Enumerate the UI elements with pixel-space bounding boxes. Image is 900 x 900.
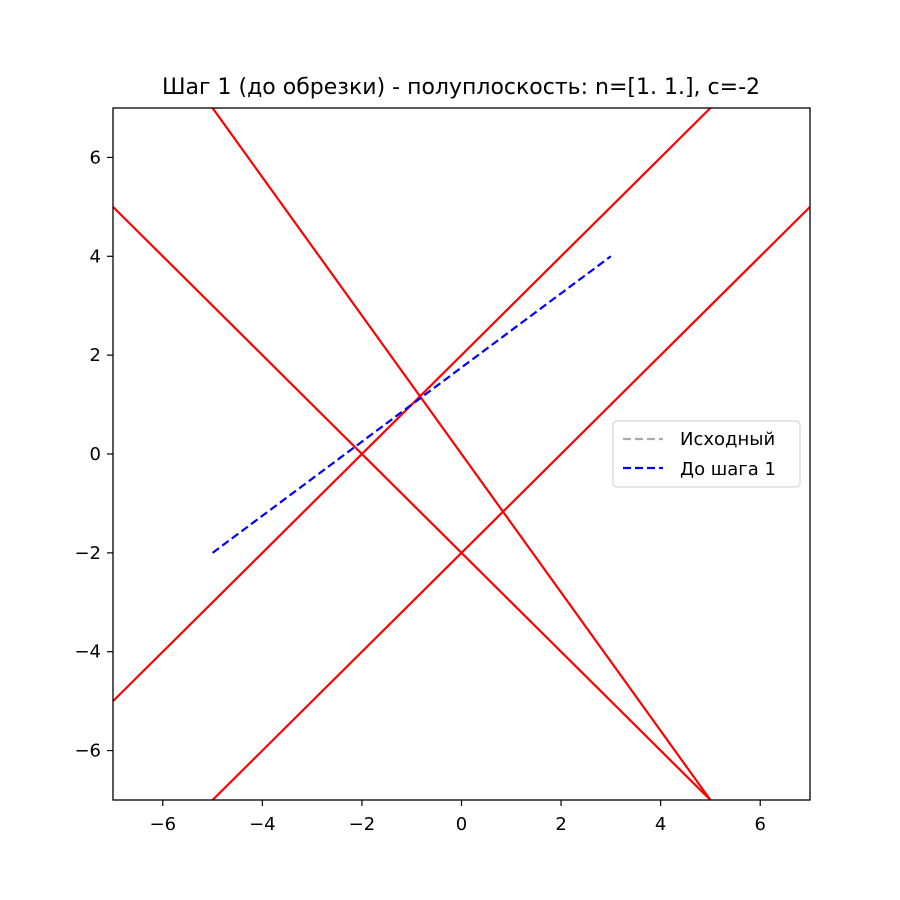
x-tick-label: −6 (150, 814, 177, 835)
y-axis: −6 −4 −2 0 2 4 6 (74, 147, 113, 762)
chart-title: Шаг 1 (до обрезки) - полуплоскость: n=[1… (162, 75, 760, 100)
legend: Исходный До шага 1 (612, 420, 801, 488)
y-tick-label: 4 (90, 246, 101, 267)
y-tick-label: 6 (90, 147, 101, 168)
x-tick-label: −2 (349, 814, 376, 835)
legend-label-step-1: До шага 1 (680, 459, 776, 480)
y-tick-label: −2 (74, 543, 101, 564)
x-axis: −6 −4 −2 0 2 4 6 (150, 800, 766, 835)
y-tick-label: 2 (90, 345, 101, 366)
y-tick-label: −4 (74, 642, 101, 663)
y-tick-label: −6 (74, 741, 101, 762)
x-tick-label: 6 (754, 814, 765, 835)
x-tick-label: 0 (456, 814, 467, 835)
x-tick-label: 2 (555, 814, 566, 835)
boundary-line-2 (112, 206, 712, 801)
y-tick-label: 0 (90, 444, 101, 465)
legend-label-original: Исходный (680, 429, 775, 450)
boundary-line-1 (211, 107, 712, 801)
boundary-line-3 (112, 107, 712, 702)
x-tick-label: −4 (249, 814, 276, 835)
boundary-line-4 (211, 206, 811, 801)
x-tick-label: 4 (655, 814, 666, 835)
legend-box (612, 420, 801, 488)
plot-lines (112, 107, 811, 801)
series-line-2 (211, 255, 612, 554)
